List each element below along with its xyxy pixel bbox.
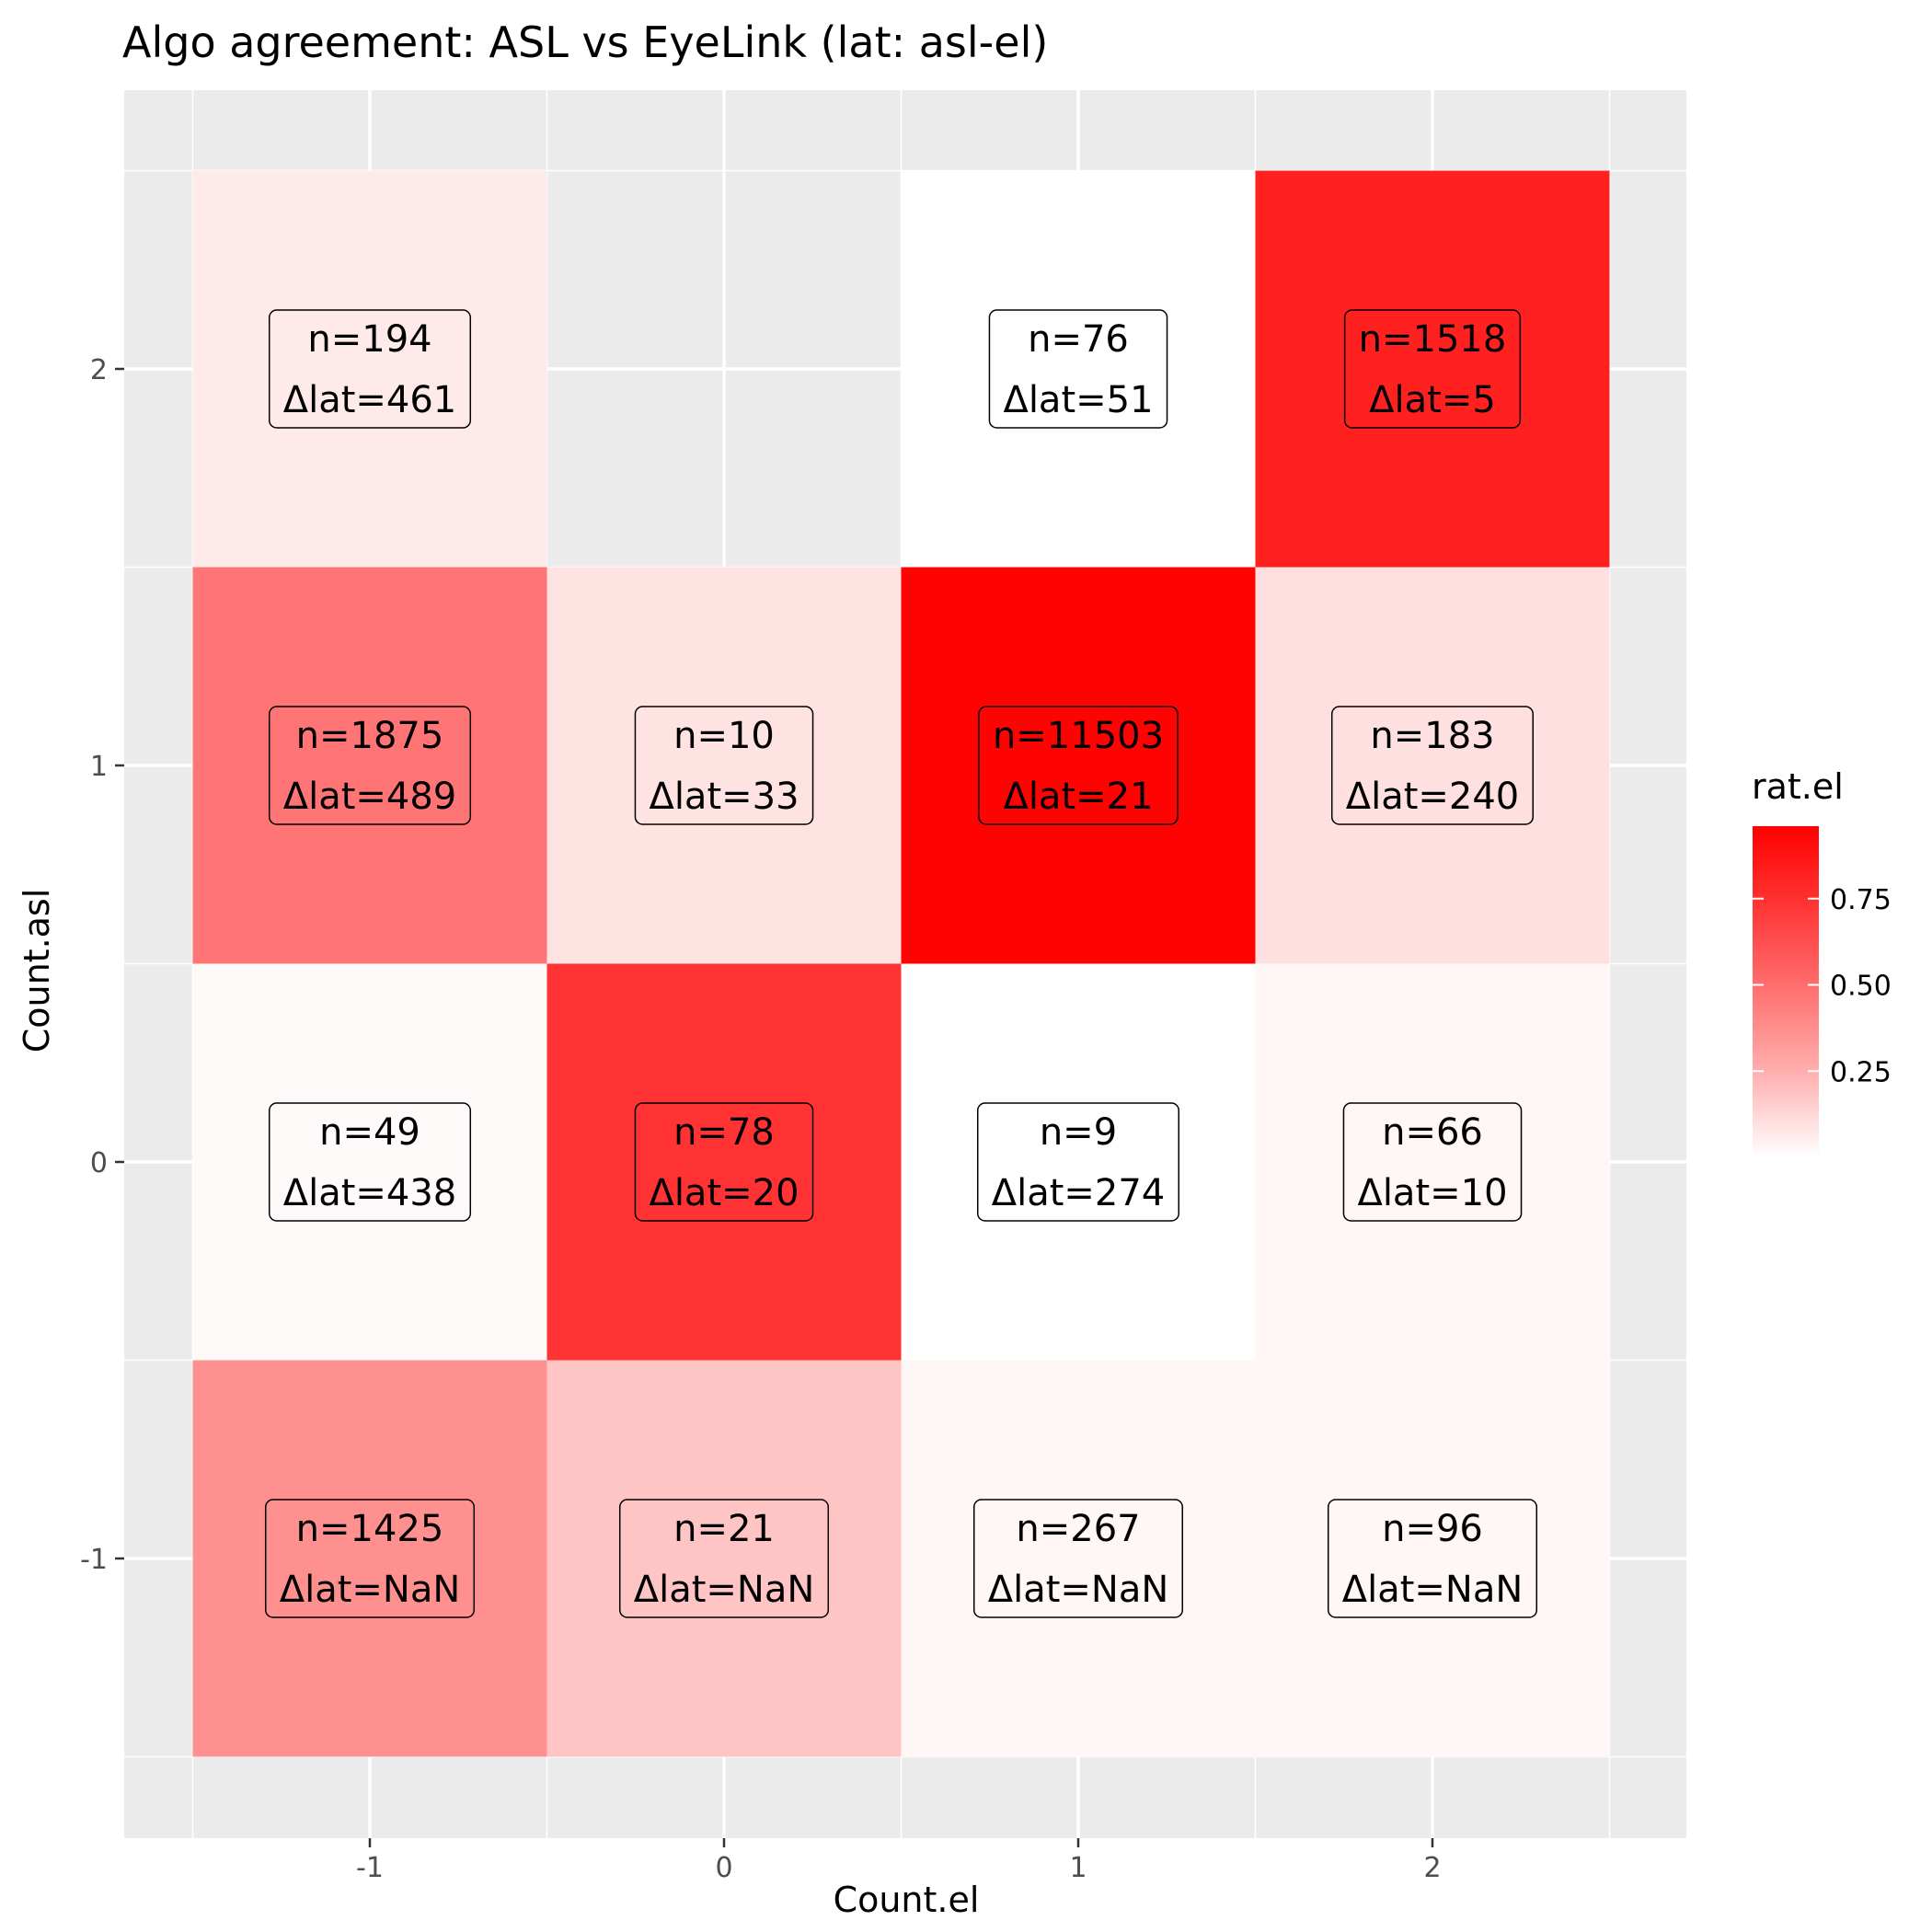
x-tick-label: 0 (715, 1852, 732, 1884)
cell-dlat-label: Δlat=240 (1346, 776, 1520, 818)
cell-label-box: n=1518 Δlat=5 (1343, 309, 1522, 429)
cell-count-label: n=1425 (296, 1508, 444, 1550)
cell-dlat-label: Δlat=21 (1003, 776, 1153, 818)
label-box (978, 706, 1179, 825)
label-box (972, 1499, 1184, 1618)
cell-dlat-label: Δlat=51 (1003, 379, 1153, 421)
color-legend: rat.el 0.25 0.50 0.75 (1752, 766, 1892, 1157)
cell-count-label: n=9 (1040, 1111, 1117, 1154)
cell-label-box: n=21 Δlat=NaN (618, 1499, 830, 1618)
cell-count-label: n=78 (673, 1111, 775, 1154)
y-tick-label: 0 (90, 1147, 108, 1179)
legend-ticks: 0.25 0.50 0.75 (1753, 884, 1892, 1088)
label-box (976, 1102, 1180, 1222)
label-box (988, 309, 1168, 429)
cell-count-label: n=267 (1016, 1508, 1140, 1550)
label-box (1330, 706, 1535, 825)
cell-count-label: n=1518 (1359, 318, 1507, 361)
cell-count-label: n=1875 (296, 715, 444, 757)
cell-label-box: n=96 Δlat=NaN (1327, 1499, 1538, 1618)
cell-dlat-label: Δlat=489 (283, 776, 457, 818)
cell-label-box: n=194 Δlat=461 (268, 309, 472, 429)
cell-dlat-label: Δlat=NaN (1342, 1569, 1524, 1611)
label-box (634, 1102, 814, 1222)
cell-dlat-label: Δlat=NaN (988, 1569, 1169, 1611)
legend-colorbar (1753, 826, 1819, 1157)
cell-count-label: n=66 (1382, 1111, 1483, 1154)
y-axis: -1 0 1 2 (80, 354, 124, 1576)
label-box (268, 1102, 472, 1222)
cell-count-label: n=10 (673, 715, 775, 757)
legend-title: rat.el (1752, 766, 1844, 807)
cell-count-label: n=194 (307, 318, 431, 361)
cell-dlat-label: Δlat=5 (1369, 379, 1496, 421)
cell-dlat-label: Δlat=33 (649, 776, 799, 818)
cell-count-label: n=76 (1028, 318, 1129, 361)
cell-label-box: n=1875 Δlat=489 (268, 706, 472, 825)
cell-label-box: n=49 Δlat=438 (268, 1102, 472, 1222)
x-axis-title: Count.el (834, 1880, 980, 1920)
x-tick-label: 1 (1069, 1852, 1087, 1884)
x-tick-label: -1 (356, 1852, 384, 1884)
legend-tick-label: 0.25 (1830, 1056, 1892, 1088)
label-box (264, 1499, 476, 1618)
cell-count-label: n=183 (1370, 715, 1494, 757)
label-box (268, 309, 472, 429)
cell-count-label: n=49 (319, 1111, 420, 1154)
cell-dlat-label: Δlat=NaN (634, 1569, 815, 1611)
cell-count-label: n=11503 (993, 715, 1164, 757)
cell-dlat-label: Δlat=438 (283, 1172, 457, 1214)
y-tick-label: 2 (90, 354, 108, 386)
label-box (1342, 1102, 1523, 1222)
y-tick-label: 1 (90, 751, 108, 783)
legend-tick-label: 0.50 (1830, 971, 1892, 1003)
heatmap-cells: n=194 Δlat=461 n=76 Δlat=51 n=1518 Δlat=5 n=18… (192, 170, 1610, 1757)
cell-count-label: n=21 (673, 1508, 775, 1550)
cell-count-label: n=96 (1382, 1508, 1483, 1550)
label-box (618, 1499, 830, 1618)
label-box (1327, 1499, 1538, 1618)
label-box (268, 706, 472, 825)
cell-dlat-label: Δlat=20 (649, 1172, 799, 1214)
cell-label-box: n=66 Δlat=10 (1342, 1102, 1523, 1222)
cell-dlat-label: Δlat=461 (283, 379, 457, 421)
cell-label-box: n=183 Δlat=240 (1330, 706, 1535, 825)
y-axis-title: Count.asl (17, 889, 57, 1053)
cell-label-box: n=78 Δlat=20 (634, 1102, 814, 1222)
legend-tick-label: 0.75 (1830, 884, 1892, 916)
cell-label-box: n=11503 Δlat=21 (978, 706, 1179, 825)
label-box (634, 706, 814, 825)
label-box (1343, 309, 1522, 429)
cell-label-box: n=76 Δlat=51 (988, 309, 1168, 429)
cell-dlat-label: Δlat=10 (1357, 1172, 1507, 1214)
cell-label-box: n=9 Δlat=274 (976, 1102, 1180, 1222)
cell-label-box: n=267 Δlat=NaN (972, 1499, 1184, 1618)
chart-title: Algo agreement: ASL vs EyeLink (lat: asl… (122, 17, 1048, 67)
y-tick-label: -1 (80, 1544, 108, 1576)
x-axis: -1 0 1 2 (356, 1838, 1442, 1884)
cell-dlat-label: Δlat=274 (992, 1172, 1166, 1214)
cell-label-box: n=1425 Δlat=NaN (264, 1499, 476, 1618)
x-tick-label: 2 (1423, 1852, 1441, 1884)
cell-dlat-label: Δlat=NaN (280, 1569, 461, 1611)
cell-label-box: n=10 Δlat=33 (634, 706, 814, 825)
